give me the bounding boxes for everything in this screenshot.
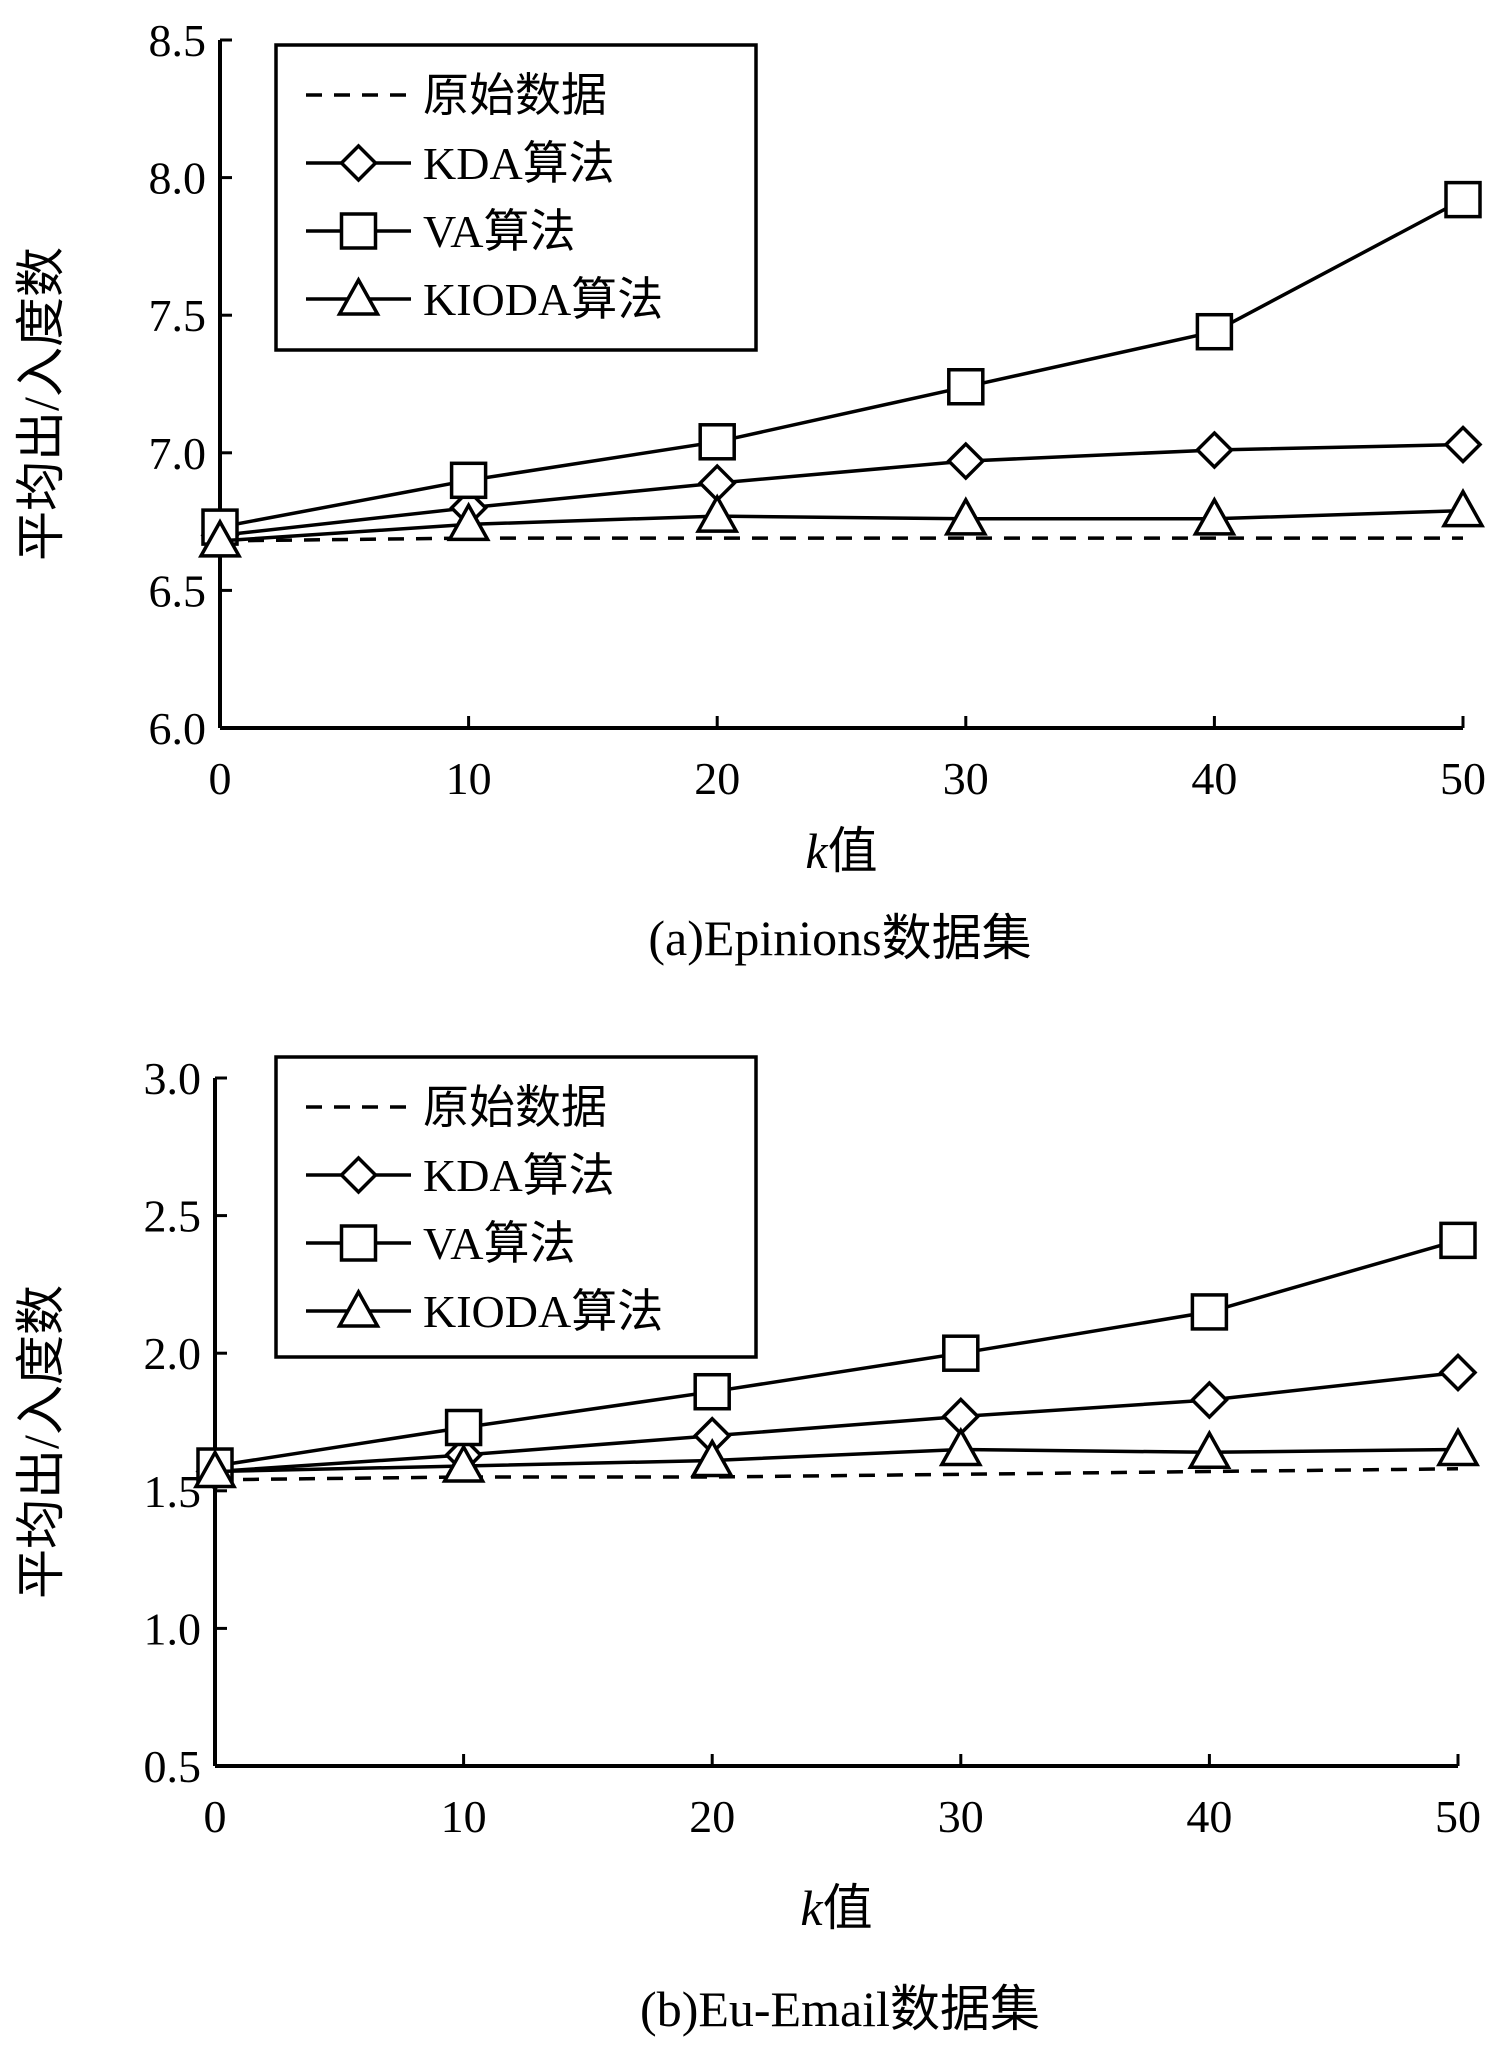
chartb-series-4-point bbox=[441, 1443, 486, 1483]
chartb-series-3 bbox=[196, 1221, 1477, 1485]
charta-legend-label-1: 原始数据 bbox=[423, 70, 607, 121]
charta-series-2-point bbox=[1443, 425, 1483, 465]
chartb-legend-label-2: KDA算法 bbox=[423, 1150, 615, 1201]
charta-y-tick-label: 6.5 bbox=[149, 565, 207, 616]
chartb-series-3-point bbox=[1190, 1293, 1229, 1331]
chartb-x-axis-title: k值 bbox=[800, 1880, 872, 1936]
chartb-series-4-point bbox=[1187, 1429, 1232, 1470]
chartb-series-4-point bbox=[938, 1426, 983, 1467]
charta-x-tick-label: 50 bbox=[1440, 753, 1486, 804]
chartb-x-tick-label: 50 bbox=[1435, 1791, 1481, 1842]
charta-x-tick-label: 40 bbox=[1191, 753, 1237, 804]
chartb-series-2-point bbox=[1438, 1352, 1478, 1392]
chartb-y-tick-label: 1.0 bbox=[144, 1603, 202, 1654]
charta-series-2-line bbox=[219, 442, 1464, 538]
charta-y-tick-label: 6.0 bbox=[149, 703, 207, 754]
chartb-series-4 bbox=[193, 1426, 1480, 1489]
charta-x-axis-title-italic: k bbox=[805, 823, 828, 879]
chartb-series-4-line bbox=[214, 1447, 1459, 1474]
charta-y-tick-label: 7.0 bbox=[149, 428, 207, 479]
chartb-legend-marker-2 bbox=[339, 1155, 378, 1195]
chartb: 0.5 1.0 1.5 2.0 2.5 3.0 0 10 20 30 40 50 平均出/入度数 k值 (b… bbox=[13, 1053, 1481, 2037]
chartb-legend-label-4: KIODA算法 bbox=[423, 1286, 663, 1337]
chartb-series-1 bbox=[214, 1467, 1459, 1482]
charta-x-axis-title: k值 bbox=[805, 823, 877, 879]
charta-series-4-point bbox=[1441, 488, 1485, 528]
charta-series-3-point bbox=[1195, 312, 1234, 351]
charta-series-2-point bbox=[946, 441, 986, 481]
chartb-x-axis-title-rest: 值 bbox=[823, 1880, 873, 1936]
charta-series-3 bbox=[201, 180, 1482, 546]
chartb-series-1-line bbox=[214, 1467, 1459, 1482]
charta-legend-label-4: KIODA算法 bbox=[423, 274, 663, 325]
charta-series-4-line bbox=[219, 508, 1464, 543]
charta-series-3-point bbox=[1444, 180, 1482, 219]
chartb-x-axis-title-italic: k bbox=[800, 1880, 823, 1936]
charta-x-tick-label: 30 bbox=[943, 753, 989, 804]
chartb-series-4-point bbox=[690, 1437, 735, 1478]
chartb-x-tick-label: 20 bbox=[689, 1791, 735, 1842]
charta-series-4 bbox=[198, 488, 1485, 558]
charta-series-3-point bbox=[698, 423, 736, 461]
charta-legend-label-3: VA算法 bbox=[423, 206, 576, 257]
charta-y-tick-label: 8.5 bbox=[149, 15, 207, 66]
chartb-x-tick-label: 0 bbox=[204, 1791, 227, 1842]
charta-series-3-point bbox=[947, 368, 985, 406]
charta: 6.0 6.5 7.0 7.5 8.0 8.5 0 10 20 30 40 50 平均出/入度数 k值 (a… bbox=[13, 15, 1486, 966]
chartb-legend-marker-3 bbox=[339, 1224, 378, 1262]
chartb-y-axis-title: 平均出/入度数 bbox=[13, 1285, 69, 1599]
chartb-legend: 原始数据 KDA算法 VA算法 KIODA算法 bbox=[274, 1055, 758, 1359]
chartb-y-tick-label: 1.5 bbox=[144, 1466, 202, 1517]
charta-series-3-line bbox=[219, 198, 1464, 529]
charta-series-4-point bbox=[198, 518, 242, 558]
charta-caption: (a)Epinions数据集 bbox=[648, 910, 1031, 966]
chartb-series-2-point bbox=[1189, 1380, 1229, 1420]
charta-series-3-point bbox=[449, 461, 488, 500]
chartb-y-tick-label: 2.5 bbox=[144, 1191, 202, 1242]
chartb-series-4-point bbox=[1436, 1426, 1480, 1467]
chartb-x-tick-label: 10 bbox=[441, 1791, 487, 1842]
chartb-series-3-point bbox=[693, 1372, 731, 1411]
charta-series-1 bbox=[219, 536, 1463, 543]
chartb-y-tick-label: 3.0 bbox=[144, 1053, 202, 1104]
chartb-y-tick-label: 0.5 bbox=[144, 1741, 202, 1792]
charta-y-axis-title: 平均出/入度数 bbox=[13, 247, 69, 561]
charta-series-4-point bbox=[943, 496, 988, 536]
chartb-caption: (b)Eu-Email数据集 bbox=[640, 1981, 1040, 2037]
charta-series-4-point bbox=[446, 501, 491, 542]
chartb-series-4-point bbox=[193, 1448, 237, 1489]
charta-x-tick-label: 20 bbox=[694, 753, 740, 804]
charta-legend-marker-2 bbox=[339, 143, 378, 183]
chartb-legend-label-1: 原始数据 bbox=[423, 1082, 607, 1133]
chartb-legend-label-3: VA算法 bbox=[423, 1218, 576, 1269]
charta-x-tick-label: 10 bbox=[446, 753, 492, 804]
chartb-legend-marker-4 bbox=[336, 1288, 381, 1328]
chartb-x-tick-label: 30 bbox=[938, 1791, 984, 1842]
charta-series-2 bbox=[200, 425, 1483, 555]
chartb-y-tick-label: 2.0 bbox=[144, 1328, 202, 1379]
charta-legend-marker-3 bbox=[339, 212, 378, 250]
charta-x-tick-label: 0 bbox=[209, 753, 232, 804]
chartb-series-3-point bbox=[1439, 1221, 1477, 1260]
charta-series-4-point bbox=[1192, 496, 1237, 536]
chartb-series-3-point bbox=[942, 1334, 980, 1372]
charta-y-tick-label: 7.5 bbox=[149, 290, 207, 341]
charta-legend-label-2: KDA算法 bbox=[423, 138, 615, 189]
chartb-series-3-point bbox=[444, 1408, 483, 1447]
chartb-series-3-line bbox=[214, 1238, 1459, 1468]
chartb-x-tick-label: 40 bbox=[1186, 1791, 1232, 1842]
charta-legend-marker-4 bbox=[336, 276, 381, 316]
charta-series-2-point bbox=[1194, 430, 1234, 470]
charta-x-axis-title-rest: 值 bbox=[828, 823, 878, 879]
charta-y-tick-label: 8.0 bbox=[149, 153, 207, 204]
charta-series-4-point bbox=[695, 493, 740, 533]
charta-series-1-line bbox=[219, 536, 1463, 543]
charta-legend: 原始数据 KDA算法 VA算法 KIODA算法 bbox=[274, 43, 758, 352]
chartb-series-2-line bbox=[214, 1370, 1459, 1474]
